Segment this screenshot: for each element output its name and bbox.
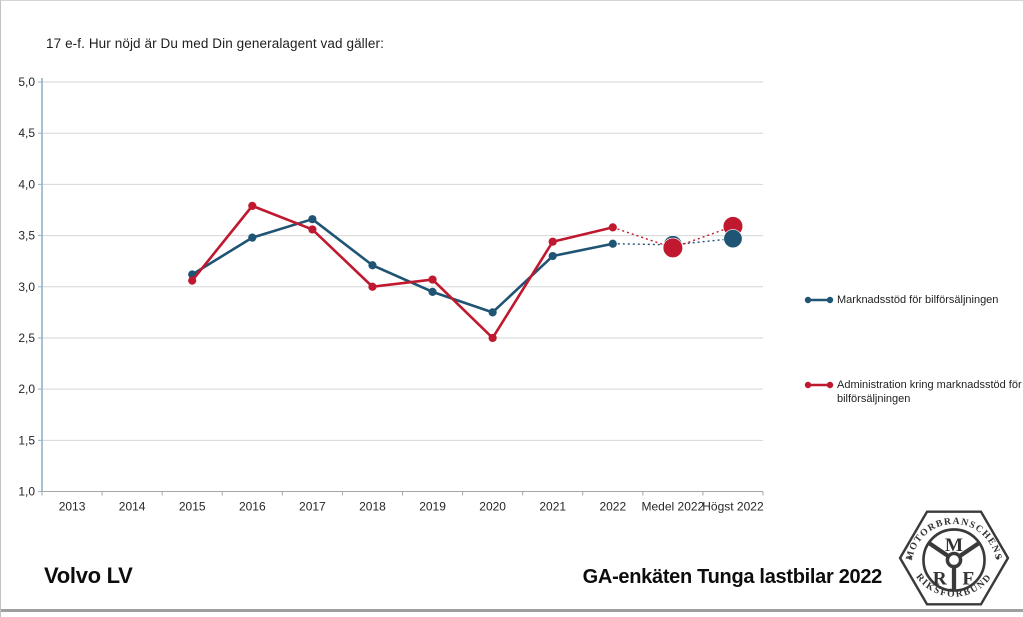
legend-label: Marknadsstöd för bilförsäljningen — [837, 294, 999, 306]
x-tick-label: 2013 — [59, 500, 86, 514]
data-point — [488, 308, 497, 317]
data-point — [608, 223, 617, 232]
data-point — [608, 239, 617, 248]
y-tick-label: 2,0 — [18, 382, 35, 396]
x-tick-label: 2022 — [599, 500, 626, 514]
y-tick-label: 1,0 — [18, 485, 35, 499]
logo-letter-m: M — [945, 535, 963, 556]
logo-letter-r: R — [933, 568, 948, 589]
legend-line-icon — [804, 296, 834, 304]
x-tick-label: Medel 2022 — [642, 500, 705, 514]
data-point — [428, 275, 437, 284]
data-point — [188, 276, 197, 285]
bottom-divider — [1, 609, 1023, 612]
data-point — [248, 233, 257, 242]
data-point — [248, 201, 257, 210]
data-point — [308, 215, 317, 224]
x-tick-label: 2020 — [479, 500, 506, 514]
steering-wheel-hub — [945, 551, 963, 569]
legend-label: Administration kring marknadsstöd för bi… — [837, 379, 1022, 405]
logo-letters: M R F — [933, 535, 974, 590]
y-tick-label: 3,5 — [18, 229, 35, 243]
survey-name: GA-enkäten Tunga lastbilar 2022 — [582, 566, 883, 588]
y-tick-label: 4,0 — [18, 177, 35, 191]
series-line — [190, 204, 615, 340]
x-tick-label: 2018 — [359, 500, 386, 514]
series-dotted-line — [612, 225, 734, 249]
logo-letter-f: F — [962, 568, 974, 589]
x-tick-label: 2016 — [239, 500, 266, 514]
x-tick-label: 2015 — [179, 500, 206, 514]
data-point — [548, 251, 557, 261]
data-point — [368, 282, 377, 291]
y-tick-label: 2,5 — [18, 331, 35, 345]
y-tick-label: 1,5 — [18, 433, 35, 447]
legend-item-marknadsstod: Marknadsstöd för bilförsäljningen — [804, 293, 998, 307]
data-point — [368, 261, 377, 270]
series-line — [190, 217, 615, 314]
x-tick-label: 2014 — [119, 500, 146, 514]
x-tick-label: Högst 2022 — [702, 500, 764, 514]
logo-dot-right — [996, 556, 1000, 560]
mrf-logo: M R F MOTORBRANSCHENS RIKSFÖRBUND — [898, 510, 1010, 606]
legend-item-administration: Administration kring marknadsstöd för bi… — [804, 378, 1023, 406]
y-tick-label: 5,0 — [18, 75, 35, 89]
x-tick-label: 2019 — [419, 500, 446, 514]
y-tick-label: 4,5 — [18, 126, 35, 140]
data-point — [428, 287, 437, 296]
data-point — [488, 333, 497, 343]
legend-line-icon — [804, 381, 834, 389]
y-tick-label: 3,0 — [18, 280, 35, 294]
logo-hexagon — [898, 510, 1010, 606]
summary-data-point — [723, 229, 743, 249]
x-tick-label: 2021 — [539, 500, 566, 514]
x-tick-label: 2017 — [299, 500, 326, 514]
data-point — [308, 225, 317, 234]
logo-dot-left — [908, 556, 912, 560]
chart-title: 17 e-f. Hur nöjd är Du med Din generalag… — [46, 36, 384, 51]
dealer-name: Volvo LV — [44, 563, 133, 588]
summary-data-point — [662, 237, 683, 258]
data-point — [548, 237, 557, 246]
